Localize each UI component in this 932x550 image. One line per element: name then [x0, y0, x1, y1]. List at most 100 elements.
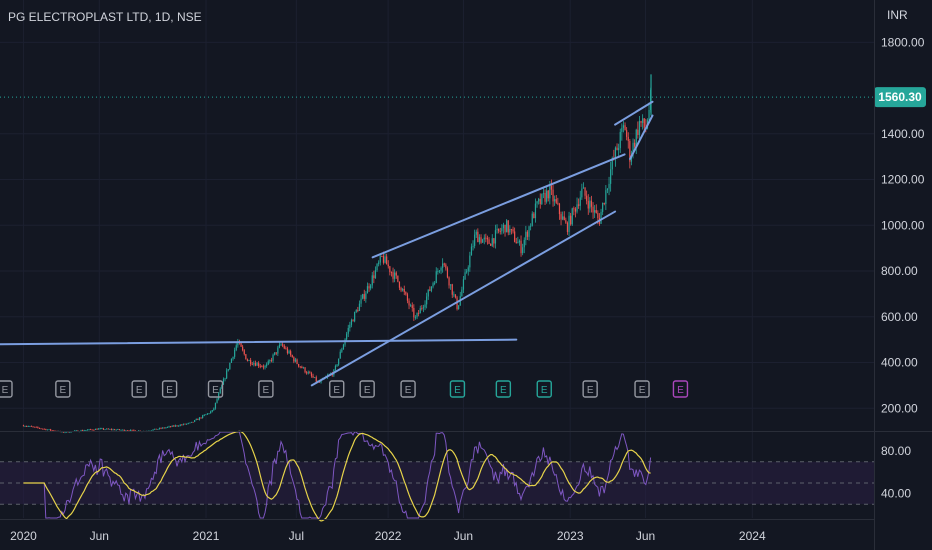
candle-body: [37, 427, 39, 428]
candle-body: [560, 214, 562, 220]
candle-body: [334, 365, 337, 370]
symbol-title[interactable]: PG ELECTROPLAST LTD, 1D, NSE: [8, 10, 202, 24]
candle-body: [530, 225, 532, 227]
candle-body: [104, 429, 106, 431]
event-marker-box: [582, 380, 598, 398]
candle-body: [120, 429, 122, 431]
event-marker-label: E: [405, 385, 412, 396]
axes[interactable]: 1800.00 1400.00 1200.00 1000.00 800.00 600.00…: [0, 35, 926, 543]
candle-body: [366, 286, 369, 294]
candle-body: [181, 424, 183, 426]
candle-body: [501, 228, 503, 232]
candle-body: [414, 317, 417, 319]
candle-body: [117, 429, 119, 430]
time-tick-label: Jun: [636, 529, 655, 543]
trendlines[interactable]: [0, 100, 654, 387]
event-marker-label: E: [136, 385, 143, 396]
candle-body: [227, 369, 229, 371]
candle-body: [488, 239, 490, 244]
currency-label[interactable]: INR: [887, 8, 908, 22]
candle-body: [162, 427, 164, 429]
candle-body: [531, 213, 533, 226]
rsi-ma-line: [23, 430, 651, 522]
candle-body: [410, 305, 412, 307]
event-marker-label: E: [500, 385, 507, 396]
price-tick-label: 400.00: [881, 356, 918, 370]
candle-body: [179, 424, 181, 426]
candle-body: [290, 351, 292, 356]
candle-body: [237, 341, 239, 346]
last-price-label: 1560.30: [878, 90, 922, 104]
candle-body: [549, 185, 551, 199]
candle-body: [106, 428, 108, 430]
price-tick-label: 1800.00: [881, 35, 925, 49]
candle-body: [250, 360, 252, 365]
candle-body: [582, 187, 585, 189]
candle-body: [392, 272, 394, 279]
candle-body: [606, 188, 609, 191]
candle-body: [518, 240, 521, 243]
candle-body: [486, 237, 489, 240]
event-marker-label: E: [263, 385, 270, 396]
candle-body: [346, 333, 348, 340]
candle-body: [462, 279, 465, 290]
candle-body: [483, 237, 485, 240]
candle-body: [363, 294, 365, 299]
candle-body: [605, 190, 607, 204]
candle-body: [34, 426, 36, 428]
candle-body: [566, 222, 569, 232]
candle-body: [110, 429, 113, 430]
candle-body: [312, 375, 314, 378]
trendline-channel-upper: [371, 153, 626, 259]
candle-body: [277, 347, 279, 354]
candle-body: [122, 429, 124, 431]
candle-body: [458, 305, 460, 310]
candle-body: [443, 263, 445, 265]
candle-body: [405, 292, 407, 295]
candle-body: [96, 428, 98, 430]
candle-body: [562, 216, 564, 220]
candle-body: [422, 307, 425, 309]
candle-body: [154, 428, 156, 430]
candle-body: [298, 363, 300, 367]
candle-body: [170, 426, 172, 428]
candle-body: [283, 345, 285, 349]
candle-body: [83, 430, 85, 432]
candle-body: [163, 427, 165, 429]
candle-body: [464, 272, 466, 280]
candle-body: [550, 185, 553, 190]
event-marker-box: [258, 380, 274, 398]
candle-body: [382, 256, 385, 263]
candle-body: [62, 431, 65, 433]
candle-body: [547, 190, 549, 199]
candle-body: [278, 344, 281, 348]
candle-body: [602, 202, 604, 212]
candle-body: [102, 428, 105, 430]
price-tick-label: 200.00: [881, 401, 918, 415]
candle-body: [107, 428, 109, 430]
event-marker-label: E: [677, 385, 684, 396]
candle-body: [226, 370, 228, 379]
candle-body: [30, 426, 33, 427]
candle-body: [427, 289, 429, 297]
candle-body: [370, 285, 372, 289]
candle-body: [266, 364, 268, 366]
candle-body: [131, 429, 133, 431]
candle-body: [45, 428, 47, 430]
candle-body: [368, 286, 370, 289]
candle-body: [445, 264, 447, 269]
candle-body: [230, 358, 233, 363]
candle-body: [296, 359, 298, 364]
candle-body: [214, 402, 217, 409]
candle-body: [93, 429, 95, 431]
candle-body: [349, 324, 351, 328]
candle-body: [91, 429, 93, 431]
candle-body: [386, 256, 388, 265]
time-tick-label: 2020: [10, 529, 37, 543]
candle-body: [381, 256, 383, 257]
candle-body: [200, 417, 202, 419]
candle-body: [195, 419, 197, 421]
rsi-tick-label: 40.00: [881, 487, 911, 501]
